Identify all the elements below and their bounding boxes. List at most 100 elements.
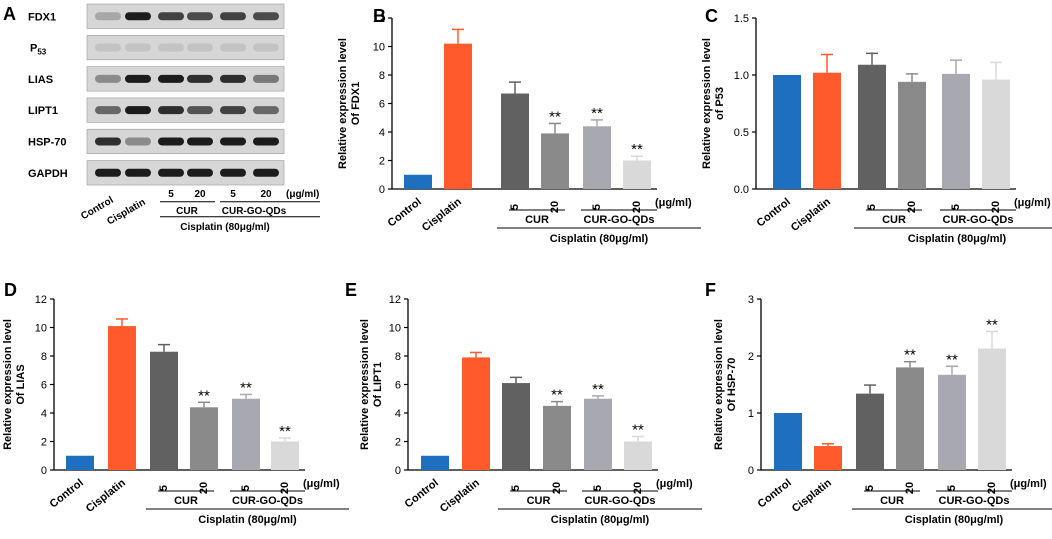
panel-d: D Relative expression level Of LIAS 0 2 4 6 8 10… [2, 280, 349, 526]
blot-band [125, 74, 151, 83]
y-axis-title: Relative expression level [337, 38, 349, 169]
group-label-cur: CUR [882, 214, 906, 226]
blot-band [187, 43, 213, 52]
bar [982, 79, 1010, 189]
lane-label: 20 [194, 189, 206, 200]
bar [66, 455, 94, 470]
x-tick-label: Control [386, 196, 424, 230]
x-tick-label: 20 [986, 482, 998, 494]
blot-band [253, 137, 279, 146]
lane-label: 20 [260, 189, 272, 200]
y-tick-label: 6 [41, 380, 47, 392]
x-tick-label: 20 [904, 482, 916, 494]
y-tick-label: 0 [748, 465, 754, 477]
y-axis-subtitle: Of LIPT1 [372, 362, 384, 407]
unit-label: (μg/ml) [1014, 197, 1051, 209]
blot-band [187, 137, 213, 146]
blot-band [220, 12, 246, 21]
y-tick-label: 1 [748, 408, 754, 420]
unit-label: (μg/ml) [286, 189, 319, 200]
x-tick-label: 20 [990, 201, 1002, 213]
x-tick-label: Cisplatin [438, 477, 482, 515]
group-label-cur: CUR [174, 495, 198, 507]
protein-label: LIPT1 [28, 105, 58, 117]
blot-band [95, 12, 121, 21]
x-tick-label: 5 [509, 204, 521, 210]
significance-mark: ** [986, 316, 998, 333]
unit-label: (μg/ml) [1010, 478, 1047, 490]
bar [938, 374, 966, 470]
protein-label: HSP-70 [28, 136, 67, 148]
x-tick-label: 5 [864, 485, 876, 491]
x-tick-label: 20 [551, 482, 563, 494]
blot-band [253, 12, 279, 21]
x-tick-label: 5 [592, 485, 604, 491]
x-tick-label: 20 [632, 482, 644, 494]
bar [978, 348, 1006, 470]
group-label-qds: CUR-GO-QDs [222, 206, 287, 217]
bar [462, 357, 490, 470]
treatment-label: Cisplatin (80μg/ml) [198, 514, 297, 526]
bar [898, 81, 926, 189]
blot-band [187, 12, 213, 21]
bar [813, 72, 841, 189]
blot-strip [86, 66, 285, 92]
y-axis-title: Relative expression level [713, 319, 725, 450]
panel-letter: C [705, 6, 718, 26]
y-tick-label: 0 [395, 465, 401, 477]
bar [421, 455, 449, 470]
unit-label: (μg/ml) [303, 478, 340, 490]
x-tick-label: Control [403, 477, 441, 511]
y-axis-title: Relative expression level [2, 319, 14, 450]
y-tick-label: 0 [41, 465, 47, 477]
blot-band [158, 106, 184, 115]
unit-label: (μg/ml) [655, 197, 692, 209]
x-tick-label: 5 [240, 485, 252, 491]
x-tick-label: Control [755, 196, 793, 230]
significance-mark: ** [549, 108, 561, 125]
blot-band [220, 74, 246, 83]
protein-label-main: P [30, 43, 37, 55]
blot-band [220, 106, 246, 115]
blot-band [187, 168, 213, 177]
bar [896, 367, 924, 470]
panel-b: B Relative expression level Of FDX1 0 2 4 6 8 10… [337, 6, 701, 245]
x-tick-label: 5 [158, 485, 170, 491]
significance-mark: ** [592, 381, 604, 398]
blot-band [158, 43, 184, 52]
panel-e: E Relative expression level Of LIPT1 0 2 4 6 8 1… [345, 280, 702, 526]
y-tick-label: 3 [748, 294, 754, 306]
y-tick-label: 12 [35, 294, 47, 306]
blot-band [220, 137, 246, 146]
significance-mark: ** [631, 141, 643, 158]
bar [541, 133, 569, 189]
group-label-cur: CUR [176, 206, 198, 217]
x-tick-label: Control [756, 477, 794, 511]
treatment-label: Cisplatin (80μg/ml) [908, 233, 1007, 245]
group-label-qds: CUR-GO-QDs [585, 495, 656, 507]
y-tick-label: 8 [395, 351, 401, 363]
x-tick-label: 5 [866, 204, 878, 210]
blot-strip [86, 34, 285, 61]
bar [502, 383, 530, 470]
y-tick-label: 10 [35, 323, 47, 335]
blot-band [187, 106, 213, 115]
x-tick-label: 5 [591, 204, 603, 210]
bar [623, 160, 651, 189]
treatment-label: Cisplatin (80μg/ml) [550, 233, 649, 245]
lane-label: 5 [168, 189, 174, 200]
y-tick-label: 10 [373, 42, 385, 54]
blot-band [253, 43, 279, 52]
y-tick-label: 12 [373, 13, 385, 25]
blot-band [220, 43, 246, 52]
x-tick-label: 5 [950, 204, 962, 210]
panel-letter: F [705, 280, 716, 300]
y-tick-label: 2 [395, 437, 401, 449]
significance-mark: ** [632, 422, 644, 439]
x-tick-label: 20 [198, 482, 210, 494]
y-tick-label: 12 [389, 294, 401, 306]
y-tick-label: 4 [379, 127, 385, 139]
y-tick-label: 0 [379, 184, 385, 196]
y-axis-subtitle: Of FDX1 [350, 82, 362, 125]
bar [543, 405, 571, 470]
